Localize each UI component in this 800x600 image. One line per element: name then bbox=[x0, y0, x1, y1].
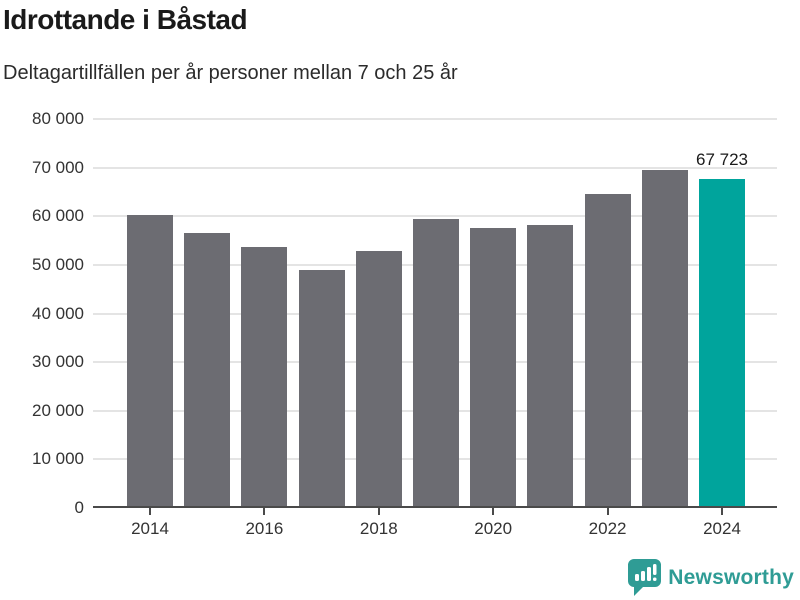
bar bbox=[298, 270, 345, 508]
x-axis-line bbox=[93, 506, 777, 508]
y-axis-tick-label: 40 000 bbox=[32, 303, 84, 323]
bar bbox=[355, 250, 402, 508]
y-axis-tick-label: 20 000 bbox=[32, 400, 84, 420]
bar-highlighted bbox=[699, 178, 745, 508]
x-axis-tick-label: 2016 bbox=[245, 519, 284, 538]
gridline bbox=[93, 118, 777, 120]
bar bbox=[641, 169, 688, 508]
y-axis-tick-label: 0 bbox=[74, 498, 84, 517]
bar bbox=[413, 218, 459, 508]
y-axis-tick-label: 60 000 bbox=[32, 206, 84, 226]
chart-subtitle: Deltagartillfällen per år personer mella… bbox=[3, 62, 458, 84]
bar-chart: 0 10 000 20 000 30 000 40 000 50 000 60 000 70 … bbox=[32, 109, 777, 538]
x-axis-tick bbox=[263, 508, 266, 515]
x-axis-tick bbox=[149, 508, 151, 515]
bar bbox=[184, 232, 231, 508]
bar bbox=[584, 194, 631, 508]
x-axis-tick bbox=[377, 508, 380, 515]
y-axis-tick-label: 10 000 bbox=[32, 449, 84, 469]
x-axis-tick-label: 2022 bbox=[588, 519, 627, 538]
newsworthy-logo-icon bbox=[628, 559, 662, 596]
brand-name: Newsworthy bbox=[668, 565, 794, 589]
x-axis-tick-label: 2020 bbox=[474, 519, 513, 538]
bar bbox=[241, 246, 288, 508]
x-axis-tick bbox=[606, 508, 609, 515]
x-axis-tick-label: 2018 bbox=[359, 519, 398, 538]
bar bbox=[527, 224, 574, 508]
gridline bbox=[93, 166, 777, 169]
bar-value-label: 67 723 bbox=[696, 149, 748, 169]
x-axis-tick-label: 2024 bbox=[703, 519, 741, 538]
gridline bbox=[93, 215, 777, 218]
bar bbox=[470, 227, 517, 508]
x-axis-tick bbox=[492, 508, 495, 515]
bar bbox=[127, 215, 173, 508]
page-title: Idrottande i Båstad bbox=[3, 4, 248, 35]
y-axis-tick-label: 70 000 bbox=[32, 157, 84, 177]
y-axis-tick-label: 50 000 bbox=[32, 254, 84, 274]
y-axis-tick-label: 30 000 bbox=[32, 352, 84, 372]
y-axis-tick-label: 80 000 bbox=[32, 109, 84, 128]
brand-footer: Newsworthy bbox=[628, 559, 794, 596]
x-axis-tick-label: 2014 bbox=[131, 519, 169, 538]
x-axis-tick bbox=[721, 508, 723, 515]
